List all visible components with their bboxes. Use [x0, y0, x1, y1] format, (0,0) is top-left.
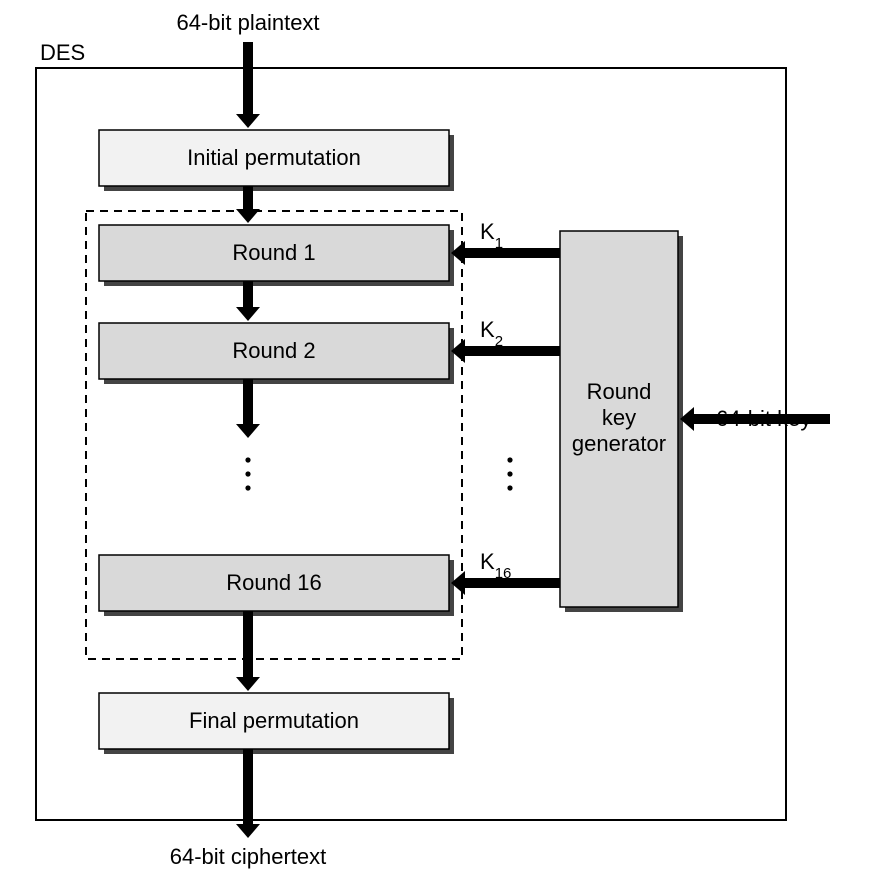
- final-permutation-label: Final permutation: [189, 708, 359, 733]
- round-2-label: Round 2: [232, 338, 315, 363]
- key-label: K1: [480, 219, 503, 252]
- des-label: DES: [40, 40, 85, 65]
- initial-permutation-label: Initial permutation: [187, 145, 361, 170]
- keygen-label-line: key: [602, 405, 636, 430]
- vdots: [245, 457, 250, 462]
- round-16-label: Round 16: [226, 570, 321, 595]
- vdots: [507, 471, 512, 476]
- vdots: [507, 457, 512, 462]
- keygen-label-line: generator: [572, 431, 666, 456]
- vdots: [507, 485, 512, 490]
- vdots: [245, 471, 250, 476]
- ciphertext-label: 64-bit ciphertext: [170, 844, 327, 869]
- round-1-label: Round 1: [232, 240, 315, 265]
- des-diagram: DES Initial permutation Round 1 Round 2 Roun…: [0, 0, 875, 880]
- keygen-label-line: Round: [587, 379, 652, 404]
- key-input-label: 64-bit key: [716, 406, 811, 431]
- key-label: K16: [480, 549, 511, 582]
- vdots: [245, 485, 250, 490]
- key-label: K2: [480, 317, 503, 350]
- plaintext-label: 64-bit plaintext: [176, 10, 319, 35]
